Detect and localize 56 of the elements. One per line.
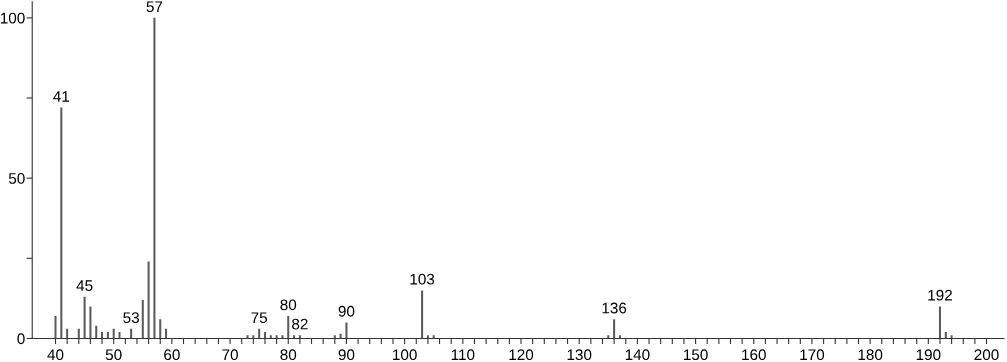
bar [944, 332, 947, 339]
x-tick-label: 50 [105, 349, 122, 361]
x-tick-label: 160 [742, 349, 766, 361]
bar [106, 332, 109, 339]
bar [141, 299, 144, 339]
bar [130, 328, 133, 339]
bar [60, 107, 63, 339]
annotation: 41 [53, 91, 70, 102]
bar [66, 328, 69, 339]
annotation: 53 [123, 312, 139, 324]
annotation: 136 [602, 302, 627, 314]
bar [165, 328, 168, 339]
bar [118, 332, 121, 339]
bar [83, 296, 86, 339]
x-tick-label: 70 [222, 349, 238, 361]
bar [77, 328, 80, 339]
bar [345, 322, 348, 339]
bar [147, 261, 150, 339]
x-tick-label: 170 [800, 349, 825, 361]
x-tick-label: 40 [47, 349, 64, 361]
annotation: 82 [292, 318, 308, 330]
x-tick-label: 90 [338, 349, 355, 361]
bar [258, 328, 261, 339]
x-tick-label: 190 [916, 349, 941, 361]
annotation: 192 [928, 289, 952, 301]
bar [95, 325, 98, 339]
y-tick-label: 50 [8, 173, 25, 184]
bar [613, 319, 616, 339]
bar [263, 332, 266, 339]
x-tick-label: 200 [974, 349, 999, 361]
annotation: 57 [146, 1, 163, 13]
x-tick-label: 130 [567, 349, 592, 361]
annotation: 103 [410, 273, 435, 285]
annotation: 90 [338, 305, 355, 317]
x-tick-label: 80 [280, 349, 297, 361]
annotation: 45 [76, 280, 93, 291]
x-tick-label: 60 [164, 349, 180, 361]
bar [112, 328, 115, 339]
bar [287, 316, 290, 339]
bar [421, 290, 424, 339]
x-tick-label: 150 [684, 349, 708, 361]
bar [153, 17, 156, 339]
x-tick-label: 120 [509, 349, 534, 361]
x-tick-label: 140 [625, 349, 650, 361]
bar [89, 306, 92, 339]
bar [938, 306, 941, 339]
bar [101, 332, 104, 339]
bar [54, 316, 57, 339]
y-tick-label: 100 [0, 12, 25, 24]
annotation: 75 [251, 312, 268, 324]
x-tick-label: 180 [858, 349, 883, 361]
x-tick-label: 100 [393, 349, 417, 361]
bar [159, 319, 162, 339]
x-tick-label: 110 [451, 349, 475, 361]
y-tick-label: 0 [17, 333, 25, 345]
annotation: 80 [280, 299, 297, 311]
